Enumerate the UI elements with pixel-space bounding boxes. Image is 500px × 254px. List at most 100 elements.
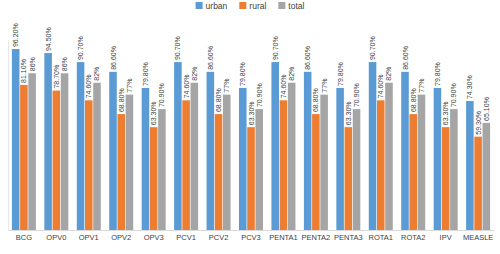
- data-label: 79.80%: [142, 62, 149, 86]
- x-tick-label: PENTA2: [302, 233, 331, 242]
- bar: [223, 95, 231, 230]
- data-label: 70.90%: [353, 83, 360, 107]
- x-tick-label: IPV: [440, 233, 452, 242]
- x-tick: PENTA2: [302, 233, 331, 242]
- bar: [377, 100, 385, 230]
- data-label: 90.70%: [272, 36, 279, 60]
- x-tick: ROTA1: [369, 233, 393, 242]
- bar: [247, 127, 255, 230]
- x-tick: PENTA3: [334, 233, 363, 242]
- data-label: 63.30%: [442, 101, 449, 125]
- bar: [474, 137, 482, 230]
- x-tick: PCV1: [176, 233, 196, 242]
- data-label: 90.70%: [369, 36, 376, 60]
- data-label: 68.80%: [410, 88, 417, 112]
- legend-label: urban: [206, 1, 228, 11]
- data-label: 70.90%: [256, 83, 263, 107]
- data-label: 77%: [418, 79, 425, 93]
- x-tick: IPV: [440, 233, 452, 242]
- data-label: 79.80%: [434, 62, 441, 86]
- bar: [353, 109, 361, 230]
- bar: [191, 83, 199, 230]
- chart: 96.20%94.50%90.70%86.60%79.80%90.70%86.6…: [0, 0, 500, 254]
- series-bars: [28, 73, 490, 230]
- data-label: 70.90%: [450, 83, 457, 107]
- data-label: 82%: [93, 67, 100, 81]
- bar: [288, 83, 296, 230]
- bar: [418, 95, 426, 230]
- data-label: 86%: [61, 57, 68, 71]
- x-tick-label: BCG: [16, 233, 32, 242]
- data-label: 63.30%: [150, 101, 157, 125]
- data-label: 74.60%: [280, 75, 287, 99]
- data-label: 68.80%: [312, 88, 319, 112]
- y-axis-line: [8, 41, 9, 231]
- data-label: 74.60%: [85, 75, 92, 99]
- x-axis: BCGOPV0OPV1OPV2OPV3PCV1PCV2PCV3PENTA1PEN…: [9, 231, 495, 243]
- legend-swatch: [278, 2, 285, 9]
- plot: 96.20%94.50%90.70%86.60%79.80%90.70%86.6…: [9, 23, 495, 242]
- data-label: 74.30%: [466, 75, 473, 99]
- x-tick-label: PCV3: [241, 233, 261, 242]
- x-tick: OPV2: [111, 233, 131, 242]
- legend-label: rural: [249, 1, 266, 11]
- bar: [142, 88, 150, 230]
- data-label: 79.80%: [239, 62, 246, 86]
- data-label: 94.50%: [45, 27, 52, 51]
- data-label: 68.80%: [215, 88, 222, 112]
- bar: [150, 127, 158, 230]
- x-tick-label: OPV2: [111, 233, 131, 242]
- bar: [271, 62, 279, 230]
- data-label: 70.90%: [158, 83, 165, 107]
- data-label: 68.80%: [118, 88, 125, 112]
- bar: [442, 127, 450, 230]
- bar: [53, 91, 61, 230]
- data-label: 74.60%: [183, 75, 190, 99]
- data-label: 59.30%: [475, 111, 482, 135]
- x-tick-label: ROTA2: [401, 233, 425, 242]
- data-label: 77%: [321, 79, 328, 93]
- data-label: 77%: [126, 79, 133, 93]
- data-label: 96.20%: [12, 23, 19, 47]
- x-tick-label: MEASLE: [463, 233, 493, 242]
- bar: [369, 62, 377, 230]
- bar: [117, 114, 125, 230]
- bar: [182, 100, 190, 230]
- bar: [44, 53, 52, 230]
- x-tick-label: PENTA3: [334, 233, 363, 242]
- data-label: 78.70%: [53, 65, 60, 89]
- x-tick: BCG: [16, 233, 32, 242]
- data-label: 79.80%: [337, 62, 344, 86]
- series-bars: [20, 85, 482, 230]
- bar: [304, 72, 312, 230]
- bar: [61, 73, 69, 230]
- bar: [158, 109, 166, 230]
- x-tick-label: ROTA1: [369, 233, 393, 242]
- x-tick: MEASLE: [463, 233, 493, 242]
- bar: [85, 100, 93, 230]
- data-labels: 96.20%94.50%90.70%86.60%79.80%90.70%86.6…: [12, 23, 490, 134]
- bar: [239, 88, 247, 230]
- data-label: 82%: [385, 67, 392, 81]
- bar: [409, 114, 417, 230]
- x-tick: OPV3: [144, 233, 164, 242]
- bar: [320, 95, 328, 230]
- bar: [215, 114, 223, 230]
- data-label: 63.30%: [345, 101, 352, 125]
- x-tick-label: OPV1: [79, 233, 99, 242]
- data-label: 82%: [191, 67, 198, 81]
- bars: [12, 49, 490, 230]
- bar: [77, 62, 85, 230]
- data-label: 90.70%: [174, 36, 181, 60]
- x-tick-label: PCV2: [209, 233, 229, 242]
- bar: [401, 72, 409, 230]
- bar: [385, 83, 393, 230]
- data-label: 77%: [223, 79, 230, 93]
- bar: [336, 88, 344, 230]
- x-tick: OPV0: [46, 233, 66, 242]
- data-label: 86.60%: [207, 46, 214, 70]
- x-tick-label: PCV1: [176, 233, 196, 242]
- legend: urbanruraltotal: [196, 1, 305, 11]
- series-bars: [12, 49, 474, 230]
- x-tick: PCV2: [209, 233, 229, 242]
